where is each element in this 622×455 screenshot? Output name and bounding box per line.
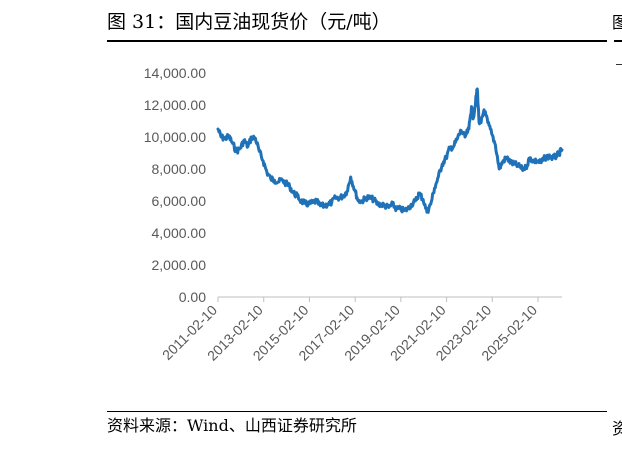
- next-panel-title-fragment: 图: [612, 13, 622, 32]
- next-panel-source-fragment: 资: [612, 419, 622, 438]
- y-axis-labels: 0.00 2,000.00 4,000.00 6,000.00 8,000.00 10,0…: [144, 65, 207, 305]
- next-panel-edge-mark: [616, 64, 622, 65]
- title-rule: [107, 40, 607, 42]
- source-rule: [107, 411, 607, 412]
- y-tick-label: 8,000.00: [152, 161, 207, 177]
- y-tick-label: 6,000.00: [152, 193, 207, 209]
- y-tick-label: 4,000.00: [152, 225, 207, 241]
- soybean-oil-price-line: [216, 87, 564, 214]
- y-tick-label: 12,000.00: [144, 97, 206, 113]
- y-tick-label: 14,000.00: [144, 65, 206, 81]
- next-panel-title-rule: [614, 40, 622, 42]
- figure-title: 图 31：国内豆油现货价（元/吨）: [107, 11, 391, 33]
- y-tick-label: 2,000.00: [152, 257, 207, 273]
- source-note: 资料来源：Wind、山西证券研究所: [107, 416, 357, 435]
- y-tick-label: 0.00: [179, 289, 206, 305]
- x-axis: [217, 296, 562, 302]
- y-tick-label: 10,000.00: [144, 129, 206, 145]
- series-group: [216, 87, 564, 214]
- x-axis-labels: 2011-02-102013-02-102015-02-102017-02-10…: [159, 302, 540, 364]
